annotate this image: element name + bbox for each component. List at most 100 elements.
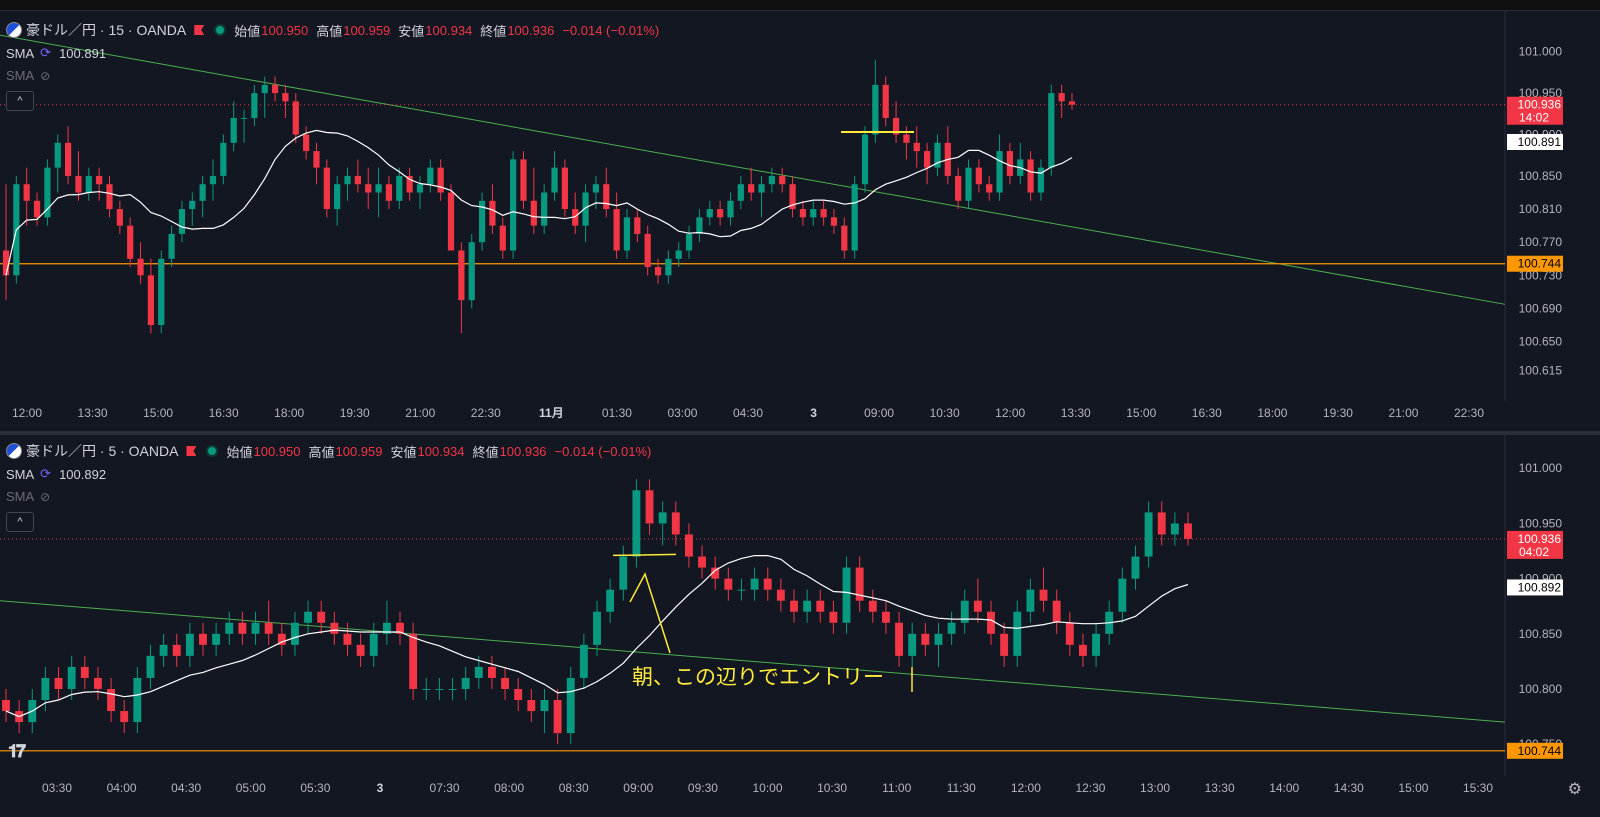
chart-canvas-15m[interactable]: 101.000100.950100.900100.850100.810100.7… <box>0 11 1600 431</box>
candle-body <box>107 688 116 712</box>
candle-body <box>685 233 693 251</box>
market-status-icon[interactable] <box>214 24 227 36</box>
time-tick-label: 3 <box>377 781 384 795</box>
candle-body <box>799 209 807 218</box>
highlight-line <box>612 553 677 557</box>
candle-body <box>855 567 864 601</box>
candle-body <box>613 209 620 251</box>
candle-body <box>779 175 786 185</box>
time-tick-label: 16:30 <box>209 406 239 420</box>
symbol-legend[interactable]: 豪ドル／円 · 5 · OANDA 始値 100.950 高値 100.959 安値… <box>6 441 651 461</box>
eye-off-icon[interactable]: ⊘ <box>40 489 51 504</box>
candle-body <box>593 611 601 645</box>
candle-body <box>290 622 299 645</box>
candle-body <box>903 134 910 143</box>
time-tick-label: 13:00 <box>1140 781 1170 795</box>
candle-body <box>540 700 549 712</box>
loop-icon[interactable]: ⟳ <box>40 466 52 481</box>
candle-body <box>810 209 817 218</box>
candle-body <box>553 700 562 734</box>
candle-body <box>120 711 129 723</box>
candle-body <box>23 184 30 201</box>
candle-body <box>435 688 444 690</box>
chart-pane-15m[interactable]: 101.000100.950100.900100.850100.810100.7… <box>0 11 1600 431</box>
candle-body <box>924 151 931 168</box>
candle-body <box>225 622 234 634</box>
candle-body <box>816 600 825 612</box>
candle-body <box>133 677 142 723</box>
candle-body <box>606 589 615 612</box>
collapse-legend-button[interactable]: ^ <box>6 91 34 111</box>
market-status-icon[interactable] <box>206 445 219 457</box>
candle-body <box>830 217 838 226</box>
candle-body <box>541 192 548 226</box>
candle-body <box>895 622 904 656</box>
flag-icon[interactable] <box>186 446 197 456</box>
symbol-title[interactable]: 豪ドル／円 · 5 · OANDA <box>26 443 179 459</box>
price-tick-label: 101.000 <box>1519 45 1563 59</box>
price-tick-label: 100.650 <box>1519 335 1563 349</box>
candle-body <box>93 677 102 689</box>
symbol-legend[interactable]: 豪ドル／円 · 15 · OANDA 始値 100.950 高値 100.959 安… <box>6 20 659 40</box>
time-tick-label: 13:30 <box>1205 781 1235 795</box>
sma-price-tag: 100.892 <box>1518 580 1562 594</box>
candle-body <box>634 217 641 234</box>
loop-icon[interactable]: ⟳ <box>40 45 52 60</box>
sma-indicator-1[interactable]: SMA ⟳ 100.892 <box>6 466 106 482</box>
current-price-tag-bg <box>1507 96 1563 125</box>
candle-body <box>820 209 827 218</box>
candle-body <box>1039 589 1048 601</box>
pane-separator[interactable] <box>0 431 1600 435</box>
chart-canvas-5m[interactable]: 101.000100.950100.900100.850100.800100.7… <box>0 435 1600 817</box>
gear-icon[interactable]: ⚙ <box>1567 781 1582 798</box>
candle-body <box>776 589 785 601</box>
time-tick-label: 18:00 <box>274 406 304 420</box>
candle-body <box>147 275 154 326</box>
countdown-timer: 04:02 <box>1519 545 1549 559</box>
time-tick-label: 12:00 <box>1011 781 1041 795</box>
open-label: 始値 <box>226 444 253 460</box>
eye-off-icon[interactable]: ⊘ <box>40 68 51 83</box>
candle-body <box>1026 589 1035 612</box>
sma-indicator-2[interactable]: SMA ⊘ <box>6 489 50 504</box>
candle-body <box>271 84 279 94</box>
time-tick-label: 14:30 <box>1334 781 1364 795</box>
collapse-legend-button[interactable]: ^ <box>6 512 34 532</box>
time-tick-label: 3 <box>810 406 817 420</box>
candle-body <box>768 175 775 185</box>
candle-body <box>758 184 765 193</box>
candle-body <box>561 167 568 210</box>
time-tick-label: 15:00 <box>143 406 173 420</box>
candle-body <box>530 200 537 226</box>
annotation-arrow <box>629 572 671 654</box>
candle-body <box>960 600 969 623</box>
candle-body <box>1068 101 1076 105</box>
chart-pane-5m[interactable]: 101.000100.950100.900100.850100.800100.7… <box>0 435 1600 817</box>
candle-body <box>750 578 759 590</box>
candle-body <box>304 611 313 623</box>
candle-body <box>64 142 72 176</box>
candle-body <box>282 93 289 102</box>
price-tick-label: 100.950 <box>1519 516 1563 530</box>
sma-value: 100.891 <box>59 45 107 61</box>
candle-body <box>199 633 207 645</box>
sma-indicator-2[interactable]: SMA ⊘ <box>6 68 50 83</box>
candle-body <box>644 233 651 268</box>
symbol-title[interactable]: 豪ドル／円 · 15 · OANDA <box>26 22 187 38</box>
price-tick-label: 100.615 <box>1519 364 1563 378</box>
candle-body <box>212 633 221 645</box>
trendline <box>0 34 1506 305</box>
time-tick-label: 18:00 <box>1257 406 1287 420</box>
candle-body <box>240 117 248 119</box>
candle-body <box>406 175 413 193</box>
sma-indicator-1[interactable]: SMA ⟳ 100.891 <box>6 45 106 61</box>
flag-icon[interactable] <box>194 25 205 35</box>
candle-body <box>851 184 858 251</box>
candle-body <box>592 184 600 193</box>
price-tick-label: 100.810 <box>1519 202 1563 216</box>
candle-body <box>458 250 465 301</box>
candle-body <box>499 225 506 251</box>
price-tick-label: 100.850 <box>1519 627 1563 641</box>
candle-body <box>277 633 286 645</box>
tradingview-logo-icon[interactable]: 𝟏𝟕 <box>8 741 26 761</box>
